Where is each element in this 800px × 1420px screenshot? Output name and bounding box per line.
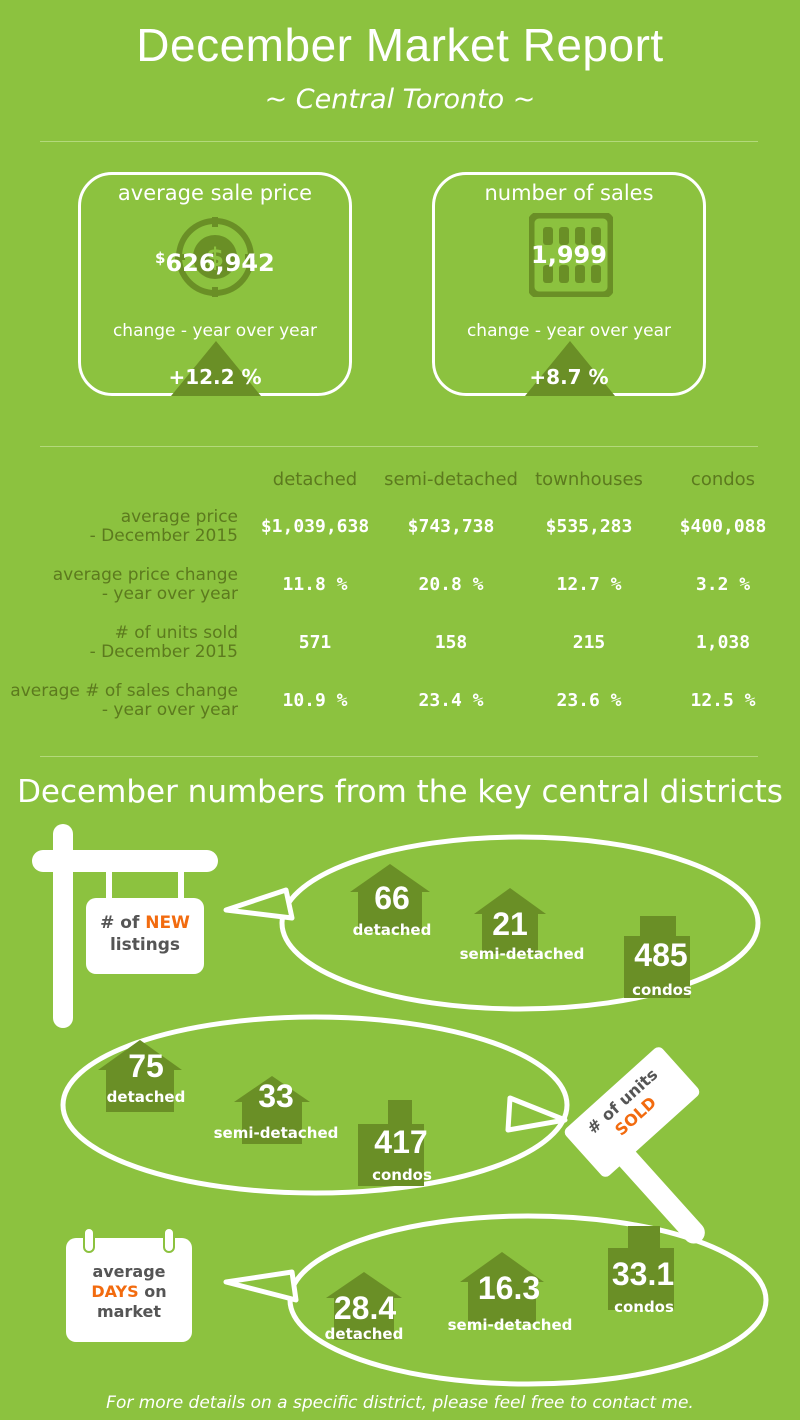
number-of-sales-change-label: change - year over year: [466, 321, 672, 341]
average-price-title: average sale price: [117, 181, 313, 205]
new-listings-sign: # of NEW listings: [86, 898, 204, 974]
days-condos-value: 33.1: [611, 1256, 675, 1292]
sign-arm: [32, 850, 218, 872]
sold-condos-label: condos: [372, 1166, 432, 1184]
districts-title: December numbers from the key central di…: [17, 774, 783, 810]
divider: [40, 446, 758, 447]
table-cell: 11.8 %: [282, 574, 348, 595]
dollar-coin-icon: $: [175, 217, 255, 297]
page-subtitle: ~ Central Toronto ~: [264, 84, 536, 115]
divider: [40, 756, 758, 757]
table-cell: 23.4 %: [418, 690, 484, 711]
sold-detached-label: detached: [106, 1088, 186, 1106]
column-header-townhouses: townhouses: [535, 469, 643, 490]
average-price-change-label: change - year over year: [112, 321, 318, 341]
new-condos-label: condos: [632, 981, 692, 999]
number-of-sales-change: +8.7 %: [529, 365, 609, 389]
footer-note: For more details on a specific district,…: [106, 1393, 694, 1413]
days-on-market-sign: average DAYS on market: [91, 1262, 167, 1321]
days-detached-value: 28.4: [333, 1290, 397, 1326]
days-semi-value: 16.3: [477, 1270, 541, 1306]
table-cell: 20.8 %: [418, 574, 484, 595]
table-cell: $743,738: [407, 516, 495, 537]
row-label: average price change - year over year: [52, 565, 238, 604]
column-header-condos: condos: [690, 469, 756, 490]
table-cell: 12.7 %: [556, 574, 622, 595]
days-detached-label: detached: [324, 1325, 404, 1343]
table-cell: 571: [298, 632, 332, 653]
up-arrow-icon: [171, 341, 261, 396]
new-semi-value: 21: [492, 906, 528, 942]
row-label: # of units sold - December 2015: [89, 623, 238, 662]
number-of-sales-value: 1,999: [531, 241, 607, 269]
sold-semi-value: 33: [258, 1078, 294, 1114]
new-detached-value: 66: [374, 880, 410, 916]
table-cell: 158: [434, 632, 468, 653]
sold-semi-label: semi-detached: [213, 1124, 339, 1142]
sign-post: [53, 824, 73, 1028]
row-label: average # of sales change - year over yea…: [10, 681, 238, 720]
page-title: December Market Report: [136, 19, 664, 71]
speech-bubble: [279, 834, 761, 1012]
table-cell: $1,039,638: [260, 516, 370, 537]
divider: [40, 141, 758, 142]
table-cell: $535,283: [545, 516, 633, 537]
row-label: average price - December 2015: [89, 507, 238, 546]
speech-bubble: [60, 1014, 570, 1196]
new-detached-label: detached: [352, 921, 432, 939]
table-cell: 12.5 %: [690, 690, 756, 711]
days-condos-label: condos: [614, 1298, 674, 1316]
table-cell: 215: [572, 632, 606, 653]
new-semi-label: semi-detached: [459, 945, 585, 963]
column-header-semi-detached: semi-detached: [384, 469, 518, 490]
table-cell: 3.2 %: [695, 574, 751, 595]
abacus-icon: [529, 213, 613, 297]
table-cell: 1,038: [695, 632, 751, 653]
table-cell: 10.9 %: [282, 690, 348, 711]
table-cell: 23.6 %: [556, 690, 622, 711]
calendar-icon: [66, 1228, 192, 1342]
average-price-card: average sale price $ $626,942 change - y…: [78, 172, 352, 396]
days-semi-label: semi-detached: [447, 1316, 573, 1334]
table-cell: $400,088: [679, 516, 767, 537]
sold-condos-value: 417: [374, 1124, 428, 1160]
column-header-detached: detached: [272, 469, 358, 490]
number-of-sales-title: number of sales: [484, 181, 654, 205]
average-price-change: +12.2 %: [168, 365, 262, 389]
sold-detached-value: 75: [128, 1048, 164, 1084]
number-of-sales-card: number of sales 1,999 change - year over…: [432, 172, 706, 396]
svg-text:$: $: [206, 243, 224, 273]
average-price-value: $626,942: [155, 249, 275, 277]
new-condos-value: 485: [634, 937, 688, 973]
up-arrow-icon: [525, 341, 615, 396]
